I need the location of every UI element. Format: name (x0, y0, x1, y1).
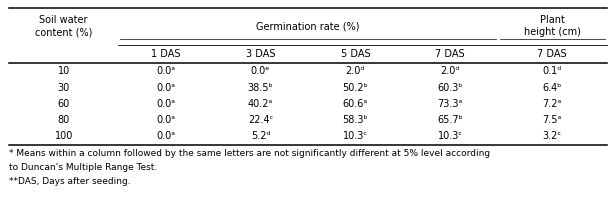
Text: 60.3ᵇ: 60.3ᵇ (438, 83, 463, 93)
Text: 38.5ᵇ: 38.5ᵇ (247, 83, 273, 93)
Text: 80: 80 (58, 115, 70, 125)
Text: 73.3ᵃ: 73.3ᵃ (438, 99, 463, 109)
Text: 0.0ᵃ: 0.0ᵃ (156, 99, 175, 109)
Text: 0.0ᵃ: 0.0ᵃ (156, 67, 175, 76)
Text: 2.0ᵈ: 2.0ᵈ (346, 67, 365, 76)
Text: 10: 10 (58, 67, 70, 76)
Text: 1 DAS: 1 DAS (151, 49, 181, 59)
Text: 0.0ᵃ: 0.0ᵃ (156, 115, 175, 125)
Text: 5.2ᵈ: 5.2ᵈ (251, 131, 270, 141)
Text: 60.6ᵃ: 60.6ᵃ (343, 99, 368, 109)
Text: 7 DAS: 7 DAS (435, 49, 465, 59)
Text: 3 DAS: 3 DAS (246, 49, 275, 59)
Text: Germination rate (%): Germination rate (%) (256, 21, 360, 31)
Text: 30: 30 (58, 83, 70, 93)
Text: **DAS, Days after seeding.: **DAS, Days after seeding. (9, 177, 131, 186)
Text: 65.7ᵇ: 65.7ᵇ (437, 115, 463, 125)
Text: 58.3ᵇ: 58.3ᵇ (343, 115, 368, 125)
Text: 2.0ᵈ: 2.0ᵈ (441, 67, 460, 76)
Text: 0.0ᵃ: 0.0ᵃ (156, 83, 175, 93)
Text: 7.5ᵃ: 7.5ᵃ (543, 115, 562, 125)
Text: 10.3ᶜ: 10.3ᶜ (438, 131, 463, 141)
Text: 50.2ᵇ: 50.2ᵇ (343, 83, 368, 93)
Text: 100: 100 (55, 131, 73, 141)
Text: 0.0ᵃ: 0.0ᵃ (156, 131, 175, 141)
Text: 7 DAS: 7 DAS (537, 49, 567, 59)
Text: * Means within a column followed by the same letters are not significantly diffe: * Means within a column followed by the … (9, 148, 491, 157)
Text: Plant
height (cm): Plant height (cm) (524, 15, 581, 37)
Text: 60: 60 (58, 99, 70, 109)
Text: 22.4ᶜ: 22.4ᶜ (248, 115, 273, 125)
Text: to Duncan’s Multiple Range Test.: to Duncan’s Multiple Range Test. (9, 163, 157, 172)
Text: 10.3ᶜ: 10.3ᶜ (343, 131, 368, 141)
Text: 7.2ᵃ: 7.2ᵃ (543, 99, 562, 109)
Text: 0.0ᵉ: 0.0ᵉ (251, 67, 270, 76)
Text: 5 DAS: 5 DAS (341, 49, 370, 59)
Text: Soil water
content (%): Soil water content (%) (35, 15, 92, 37)
Text: 6.4ᵇ: 6.4ᵇ (543, 83, 562, 93)
Text: 3.2ᶜ: 3.2ᶜ (543, 131, 562, 141)
Text: 40.2ᵃ: 40.2ᵃ (248, 99, 273, 109)
Text: 0.1ᵈ: 0.1ᵈ (543, 67, 562, 76)
